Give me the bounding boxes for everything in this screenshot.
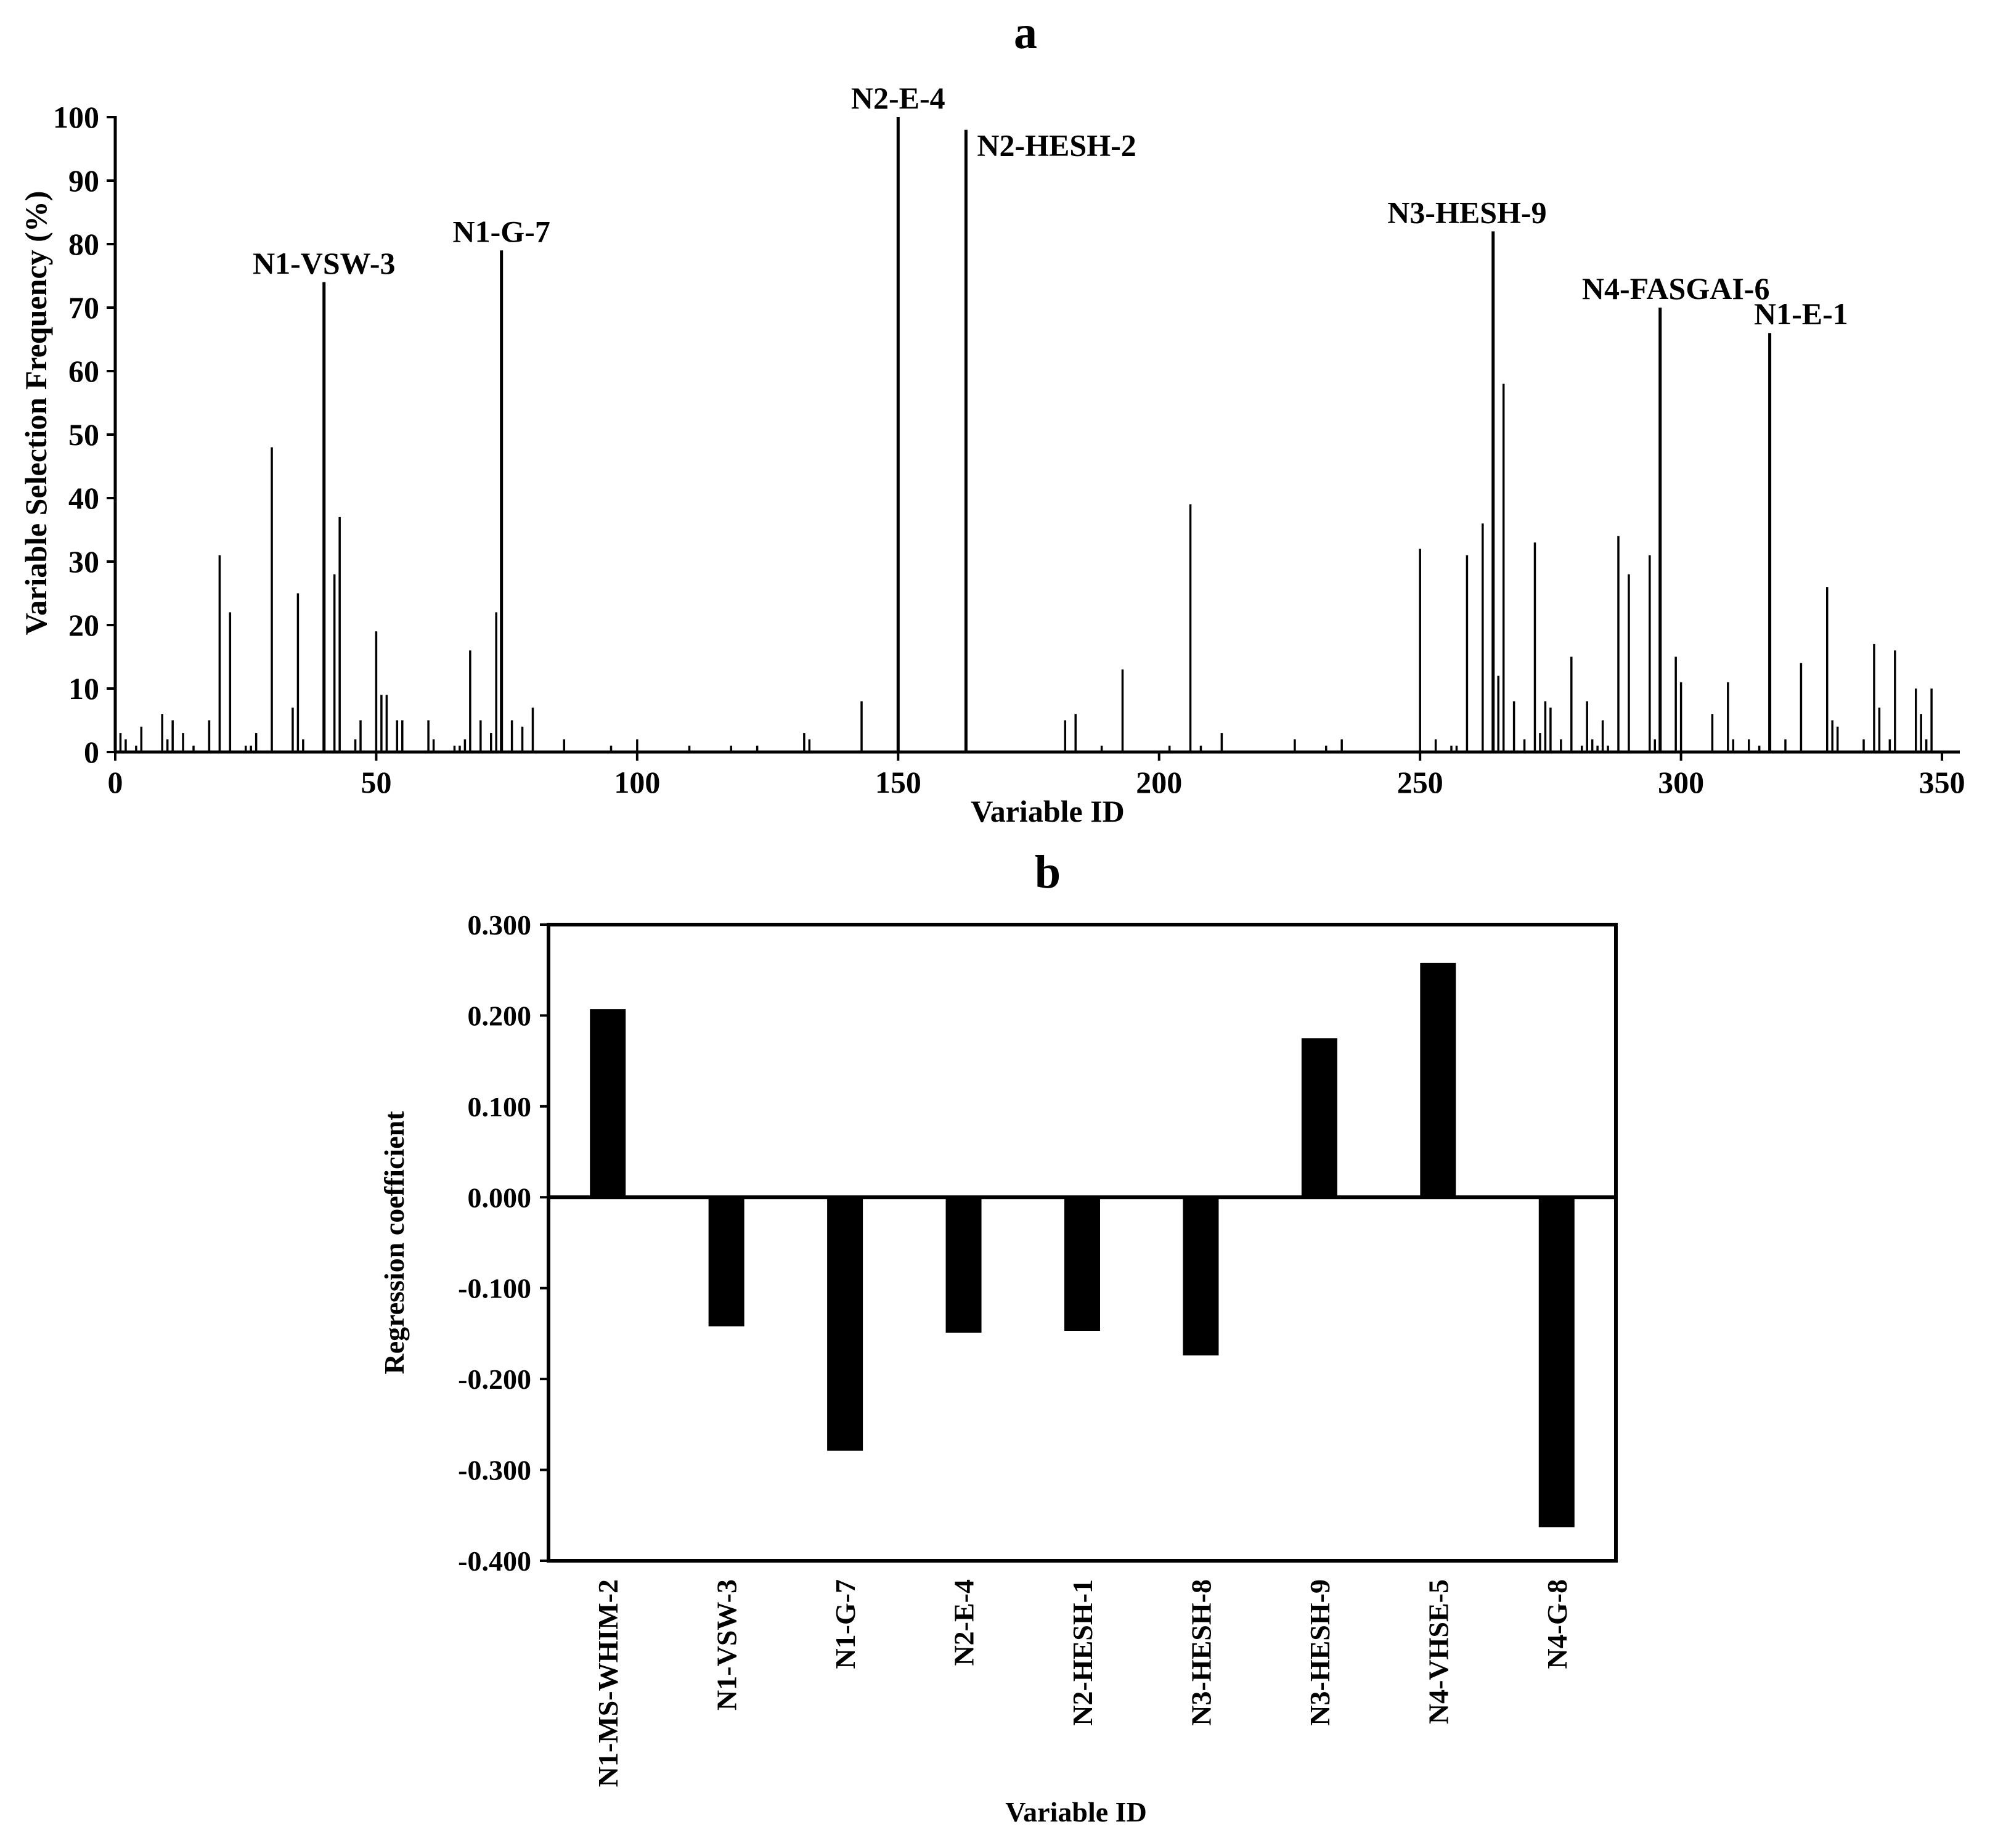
panel-b-y-tick-label: 0.200 [468, 1000, 532, 1031]
panel-b-bar [1420, 962, 1456, 1198]
panel-b-y-tick-label: 0.300 [468, 909, 532, 941]
panel-a-chart: a N1-VSW-3 N1-G-7 N2-E-4 N2-HESH-2 N3-HESH-9… [18, 7, 1965, 828]
panel-a-y-tick-label: 60 [68, 354, 99, 388]
panel-b-chart: b 0.300 0.200 0.100 0.000 -0.100 -0.200 -0.300… [378, 846, 1618, 1828]
panel-a-annotation: N1-VSW-3 [253, 246, 395, 280]
panel-a-x-tick-label: 300 [1658, 765, 1704, 799]
panel-a-y-ticks: 0 10 20 30 40 50 60 70 80 90 100 [53, 100, 115, 769]
panel-a-y-tick-label: 40 [68, 481, 99, 515]
panel-a-x-label: Variable ID [971, 794, 1125, 828]
panel-a-annotations: N1-VSW-3 N1-G-7 N2-E-4 N2-HESH-2 N3-HESH-9 N4… [253, 81, 1848, 331]
panel-b-x-tick-label: N3-HESH-8 [1185, 1579, 1217, 1726]
panel-a-y-tick-label: 50 [68, 417, 99, 452]
panel-a-x-ticks: 0 50 100 150 200 250 300 350 [108, 752, 1965, 799]
panel-a-annotation: N1-E-1 [1754, 296, 1848, 331]
panel-b-y-tick-label: -0.200 [458, 1364, 531, 1395]
panel-b-x-tick-label: N1-G-7 [830, 1579, 861, 1669]
panel-a-y-tick-label: 20 [68, 608, 99, 642]
panel-b-x-label: Variable ID [1005, 1796, 1147, 1828]
panel-b-y-tick-label: 0.000 [468, 1182, 532, 1213]
panel-a-x-tick-label: 0 [108, 765, 123, 799]
panel-b-bar [708, 1197, 744, 1327]
panel-b-y-tick-label: -0.100 [458, 1273, 531, 1304]
panel-b-y-tick-label: 0.100 [468, 1091, 532, 1122]
panel-b-x-ticks: N1-MS-WHIM-2 N1-VSW-3 N1-G-7 N2-E-4 N2-HESH-… [592, 1579, 1573, 1787]
panel-a-x-tick-label: 250 [1397, 765, 1443, 799]
panel-b-y-tick-label: -0.300 [458, 1455, 531, 1486]
panel-b-bar [945, 1197, 982, 1333]
panel-b-bar [1183, 1197, 1219, 1355]
panel-b-x-tick-label: N1-MS-WHIM-2 [592, 1579, 624, 1787]
panel-a-x-tick-label: 350 [1919, 765, 1965, 799]
panel-a-x-tick-label: 150 [875, 765, 921, 799]
panel-b-y-label: Regression coefficient [378, 1111, 410, 1375]
panel-a-annotation: N2-E-4 [851, 81, 945, 115]
panel-a-y-tick-label: 80 [68, 227, 99, 261]
panel-a-annotation: N4-FASGAI-6 [1582, 271, 1770, 306]
panel-a-x-tick-label: 50 [361, 765, 391, 799]
panel-b-bars [590, 962, 1575, 1527]
panel-a-letter: a [1014, 7, 1037, 59]
panel-a-y-tick-label: 30 [68, 544, 99, 579]
panel-a-y-tick-label: 70 [68, 290, 99, 325]
panel-b-bar [590, 1009, 626, 1198]
panel-a-x-tick-label: 200 [1136, 765, 1182, 799]
panel-a-y-tick-label: 90 [68, 163, 99, 198]
panel-a-bars [119, 117, 1933, 752]
panel-b-x-tick-label: N3-HESH-9 [1304, 1579, 1336, 1726]
panel-a-y-tick-label: 0 [84, 735, 99, 769]
panel-b-bar [1064, 1197, 1100, 1331]
panel-b-y-tick-label: -0.400 [458, 1545, 531, 1577]
panel-b-x-tick-label: N4-VHSE-5 [1422, 1579, 1454, 1724]
panel-a-y-tick-label: 10 [68, 671, 99, 706]
panel-b-x-tick-label: N4-G-8 [1541, 1579, 1573, 1669]
panel-b-letter: b [1035, 846, 1061, 898]
panel-a-annotation: N1-G-7 [453, 214, 550, 248]
panel-a-annotation: N2-HESH-2 [977, 128, 1136, 163]
panel-a-annotation: N3-HESH-9 [1387, 195, 1546, 229]
panel-b-x-tick-label: N2-E-4 [948, 1579, 980, 1666]
panel-a-x-tick-label: 100 [614, 765, 660, 799]
panel-b-x-tick-label: N1-VSW-3 [711, 1579, 743, 1711]
panel-b-bar [827, 1197, 863, 1451]
panel-a-y-label: Variable Selection Frequency (%) [18, 191, 53, 636]
panel-b-y-ticks: 0.300 0.200 0.100 0.000 -0.100 -0.200 -0.300 -0… [458, 909, 548, 1577]
panel-a-y-tick-label: 100 [53, 100, 99, 134]
panel-b-plot-frame [547, 923, 1618, 1563]
panel-b-bar [1301, 1038, 1337, 1198]
panel-b-bar [1538, 1197, 1575, 1527]
panel-b-x-tick-label: N2-HESH-1 [1067, 1579, 1098, 1726]
